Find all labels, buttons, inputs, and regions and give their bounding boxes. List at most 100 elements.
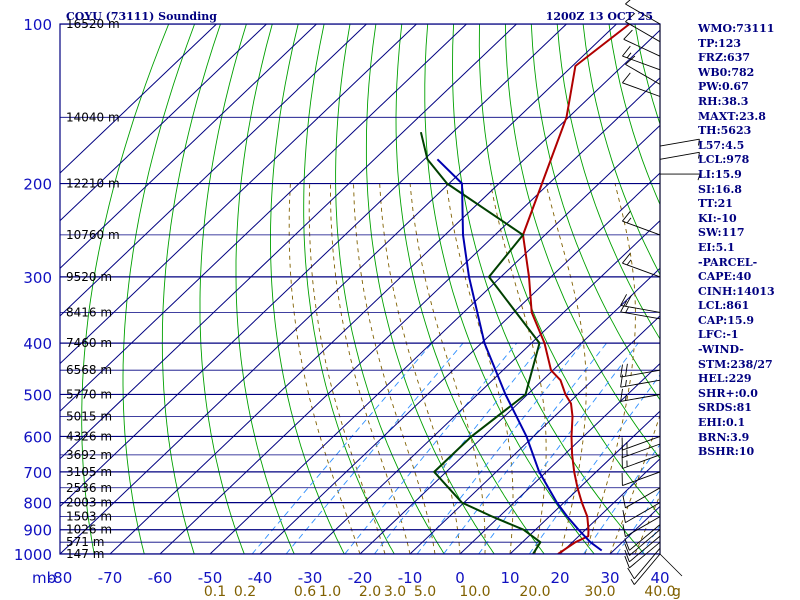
wind-barb bbox=[622, 211, 661, 236]
height-label: 147 m bbox=[66, 547, 104, 561]
wind-barb bbox=[621, 471, 661, 487]
height-label: 10760 m bbox=[66, 228, 120, 242]
temperature-tick-label: -60 bbox=[148, 569, 173, 587]
height-label: 2003 m bbox=[66, 496, 112, 510]
height-label: 5015 m bbox=[66, 409, 112, 423]
pressure-tick-label: 800 bbox=[23, 495, 52, 513]
dry-adiabat bbox=[452, 24, 645, 554]
temperature-tick-label: -40 bbox=[248, 569, 273, 587]
barb-axis-tail bbox=[659, 553, 683, 577]
moist-adiabat bbox=[584, 183, 636, 554]
mixing-ratio-label: 20.0 bbox=[519, 584, 550, 600]
moist-adiabat bbox=[330, 183, 411, 554]
height-label: 1026 m bbox=[66, 523, 112, 537]
wind-barb bbox=[630, 553, 661, 585]
isotherm bbox=[309, 219, 660, 554]
stat-item: -PARCEL- bbox=[698, 255, 758, 269]
wind-barb bbox=[622, 516, 661, 537]
isotherm bbox=[209, 124, 660, 554]
wind-barb bbox=[660, 173, 701, 181]
wind-barb bbox=[620, 388, 661, 402]
wind-barb bbox=[622, 253, 661, 278]
stat-item: BSHR:10 bbox=[698, 445, 755, 459]
stat-item: FRZ:637 bbox=[698, 51, 751, 65]
stat-item: TP:123 bbox=[698, 36, 742, 50]
isotherm bbox=[459, 362, 660, 554]
dewpoint-trace bbox=[419, 131, 542, 554]
mixing-ratio-label: 40.0 bbox=[644, 584, 675, 600]
height-label: 12210 m bbox=[66, 177, 120, 191]
mixing-ratio-label: 0.6 bbox=[294, 584, 316, 600]
wind-barb bbox=[621, 454, 661, 469]
wind-barb bbox=[624, 524, 661, 551]
isotherm bbox=[60, 24, 217, 174]
pressure-tick-label: 600 bbox=[23, 428, 52, 446]
wind-barb bbox=[622, 72, 661, 97]
wind-barb bbox=[659, 151, 700, 160]
wind-barb bbox=[621, 435, 661, 451]
stat-item: MAXT:23.8 bbox=[698, 109, 766, 123]
wind-barb bbox=[622, 487, 661, 509]
temperature-trace bbox=[522, 24, 631, 554]
isotherm bbox=[509, 410, 660, 554]
stat-item: SW:117 bbox=[698, 226, 745, 240]
temperature-tick-label: -50 bbox=[198, 569, 223, 587]
stat-item: TH:5623 bbox=[698, 124, 752, 138]
wind-barb bbox=[625, 55, 661, 85]
grid-lines bbox=[60, 24, 660, 554]
stat-item: TT:21 bbox=[698, 197, 733, 211]
isotherm bbox=[60, 24, 517, 460]
stat-item: WMO:73111 bbox=[698, 22, 775, 35]
stat-item: HEL:229 bbox=[698, 372, 752, 386]
wind-barb bbox=[659, 138, 700, 147]
temperature-tick-label: -20 bbox=[348, 569, 373, 587]
temperature-tick-label: -70 bbox=[98, 569, 123, 587]
isotherm bbox=[109, 29, 660, 554]
wind-barb bbox=[624, 535, 661, 563]
stat-item: CAP:15.9 bbox=[698, 313, 755, 327]
wind-barb bbox=[622, 45, 661, 71]
isotherm bbox=[359, 267, 660, 554]
temperature-tick-label: 20 bbox=[550, 569, 569, 587]
stat-item: EHI:0.1 bbox=[698, 416, 746, 430]
parcel-trace bbox=[436, 158, 603, 552]
pressure-tick-label: 700 bbox=[23, 464, 52, 482]
mixing-ratio-label: 0.1 bbox=[204, 584, 226, 600]
height-label: 16520 m bbox=[66, 17, 120, 31]
height-label: 9520 m bbox=[66, 270, 112, 284]
stat-item: STM:238/27 bbox=[698, 357, 773, 371]
stat-item: SI:16.8 bbox=[698, 182, 742, 196]
stat-item: WB0:782 bbox=[698, 65, 755, 79]
mixing-ratio-label: 3.0 bbox=[384, 584, 406, 600]
stat-item: CINH:14013 bbox=[698, 284, 775, 298]
pressure-tick-label: 1000 bbox=[14, 546, 52, 564]
temperature-tick-label: 40 bbox=[650, 569, 669, 587]
plot-frame bbox=[59, 23, 661, 555]
height-label: 6568 m bbox=[66, 363, 112, 377]
moist-adiabat bbox=[409, 183, 486, 554]
isotherm bbox=[60, 24, 317, 269]
dry-adiabat bbox=[199, 24, 247, 554]
height-label: 4326 m bbox=[66, 429, 112, 443]
height-label: 14040 m bbox=[66, 110, 120, 124]
temperature-tick-label: 10 bbox=[500, 569, 519, 587]
stat-item: LFC:-1 bbox=[698, 328, 739, 342]
dry-adiabat bbox=[161, 24, 221, 554]
stat-item: BRN:3.9 bbox=[698, 430, 750, 444]
temperature-tick-label: -30 bbox=[298, 569, 323, 587]
temperature-tick-label: 0 bbox=[455, 569, 465, 587]
temperature-tick-label: 30 bbox=[600, 569, 619, 587]
moist-adiabat bbox=[634, 494, 660, 554]
height-label: 3105 m bbox=[66, 465, 112, 479]
stat-item: EI:5.1 bbox=[698, 240, 735, 254]
dry-adiabat bbox=[235, 24, 295, 554]
temperature-tick-label: -80 bbox=[48, 569, 73, 587]
stat-item: KI:-10 bbox=[698, 211, 737, 225]
wind-barb bbox=[623, 29, 661, 57]
mixing-ratio-line bbox=[478, 342, 639, 554]
wind-barb bbox=[624, 529, 661, 556]
pressure-tick-label: 500 bbox=[23, 386, 52, 404]
isotherm bbox=[409, 315, 660, 554]
sounding-time: 1200Z 13 OCT 25 bbox=[546, 10, 653, 23]
